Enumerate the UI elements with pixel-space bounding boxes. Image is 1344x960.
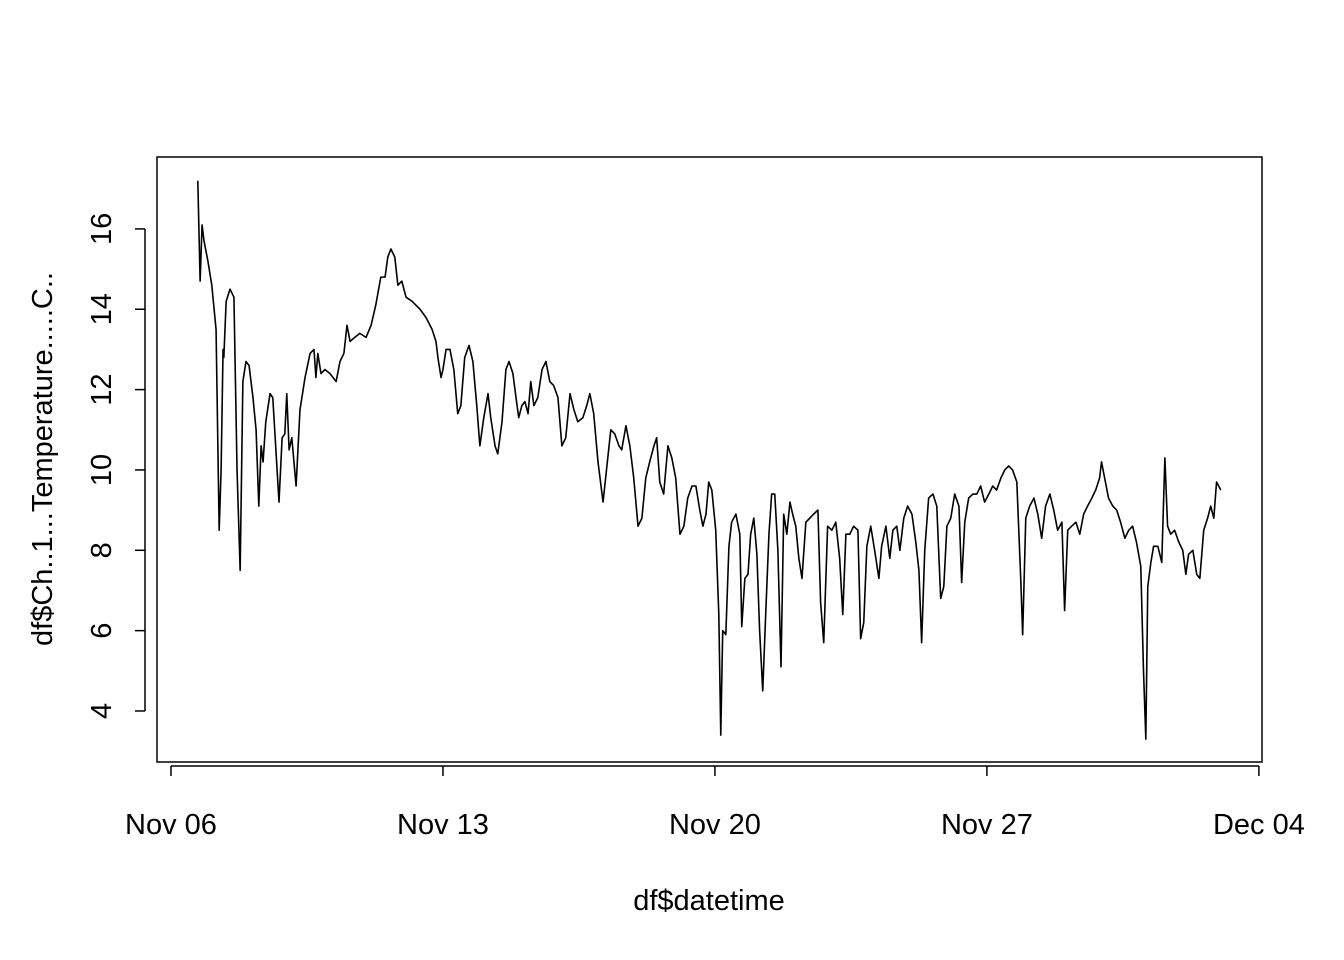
x-tick-label: Dec 04 (1213, 809, 1305, 841)
x-axis-label: df$datetime (633, 885, 785, 917)
y-tick-label: 14 (86, 293, 118, 325)
y-tick-label: 16 (86, 213, 118, 245)
y-tick-label: 6 (86, 623, 118, 639)
y-tick-label: 10 (86, 454, 118, 486)
plot-frame (156, 156, 1263, 763)
x-tick-label: Nov 20 (669, 809, 761, 841)
x-tick-label: Nov 13 (397, 809, 489, 841)
y-tick-label: 8 (86, 542, 118, 558)
y-tick-label: 12 (86, 373, 118, 405)
x-tick-label: Nov 27 (941, 809, 1033, 841)
x-tick-label: Nov 06 (125, 809, 217, 841)
y-tick-label: 4 (86, 703, 118, 719)
temperature-line (197, 180, 1222, 740)
y-axis-label: df$Ch..1...Temperature.....C.. (27, 272, 59, 646)
